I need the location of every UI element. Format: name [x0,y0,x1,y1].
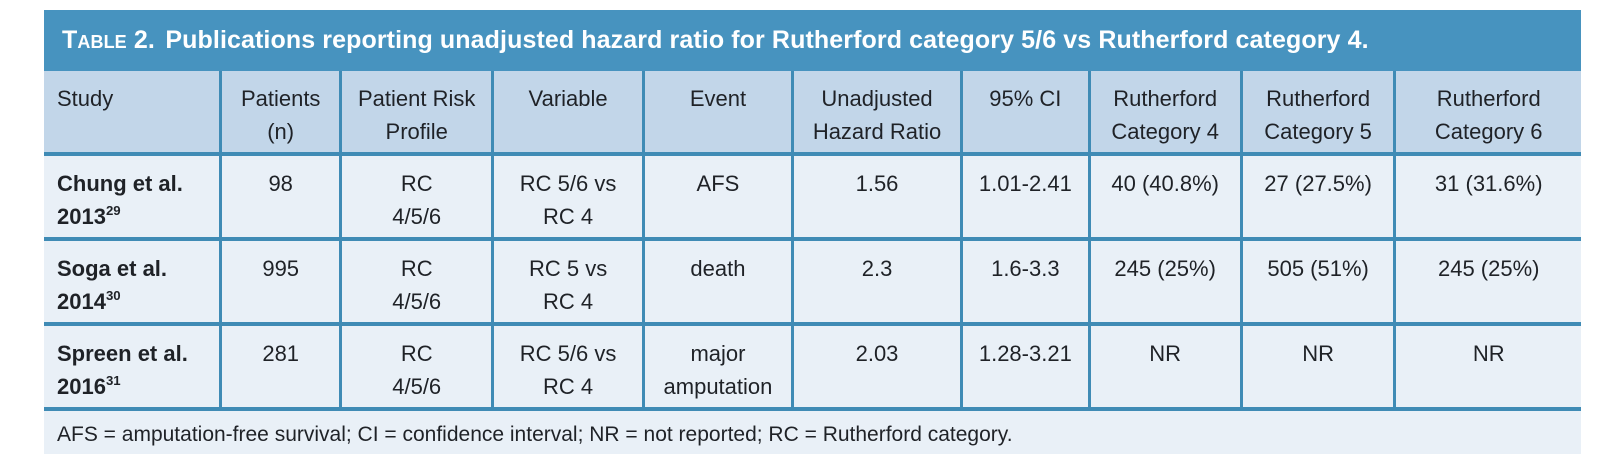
publications-table: Study Patients (n) Patient Risk Profile … [44,71,1581,454]
table-number-label: Table 2. [62,26,155,54]
abbreviations-footnote: AFS = amputation-free survival; CI = con… [44,407,1581,454]
study-year: 2013 [57,204,106,229]
cell-variable: RC 5/6 vs RC 4 [491,152,644,239]
header-row: Study Patients (n) Patient Risk Profile … [44,71,1581,154]
citation-ref: 29 [105,203,121,219]
cell-hazard-ratio: 2.3 [790,237,962,324]
cell-study: Spreen et al. 201631 [44,322,221,409]
citation-ref: 31 [105,373,121,389]
cell-risk-profile: RC 4/5/6 [339,237,493,324]
col-header-rc6: Rutherford Category 6 [1393,71,1581,154]
cell-rc5: 505 (51%) [1239,237,1395,324]
table-title-bar: Table 2. Publications reporting unadjust… [44,10,1581,71]
col-header-hazard-ratio: Unadjusted Hazard Ratio [790,71,962,154]
table-title-text: Publications reporting unadjusted hazard… [165,26,1369,54]
citation-ref: 30 [105,288,121,304]
footnote-row: AFS = amputation-free survival; CI = con… [44,407,1581,454]
cell-hazard-ratio: 2.03 [790,322,962,409]
cell-hazard-ratio: 1.56 [790,152,962,239]
cell-study: Chung et al. 201329 [44,152,221,239]
cell-rc5: 27 (27.5%) [1239,152,1395,239]
col-header-study: Study [44,71,221,154]
cell-event: major amputation [641,322,793,409]
cell-patients: 281 [219,322,341,409]
table-row-chung-2013: Chung et al. 201329 98 RC 4/5/6 RC 5/6 vs… [44,152,1581,239]
study-year: 2014 [57,289,106,314]
cell-ci: 1.28-3.21 [960,322,1090,409]
study-year: 2016 [57,374,106,399]
cell-study: Soga et al. 201430 [44,237,221,324]
study-name: Chung et al. [57,171,183,196]
cell-patients: 995 [219,237,341,324]
col-header-variable: Variable [491,71,644,154]
col-header-risk-profile: Patient Risk Profile [339,71,493,154]
col-header-event: Event [641,71,793,154]
cell-rc6: 245 (25%) [1393,237,1581,324]
cell-ci: 1.6-3.3 [960,237,1090,324]
cell-event: AFS [641,152,793,239]
cell-risk-profile: RC 4/5/6 [339,152,493,239]
cell-rc4: 40 (40.8%) [1087,152,1242,239]
cell-ci: 1.01-2.41 [960,152,1090,239]
study-name: Soga et al. [57,256,168,281]
col-header-ci: 95% CI [960,71,1090,154]
study-name: Spreen et al. [57,341,188,366]
cell-variable: RC 5 vs RC 4 [491,237,644,324]
cell-rc6: 31 (31.6%) [1393,152,1581,239]
cell-patients: 98 [219,152,341,239]
cell-rc5: NR [1239,322,1395,409]
cell-event: death [641,237,793,324]
cell-variable: RC 5/6 vs RC 4 [491,322,644,409]
cell-rc6: NR [1393,322,1581,409]
cell-risk-profile: RC 4/5/6 [339,322,493,409]
col-header-rc5: Rutherford Category 5 [1239,71,1395,154]
col-header-rc4: Rutherford Category 4 [1087,71,1242,154]
table-row-spreen-2016: Spreen et al. 201631 281 RC 4/5/6 RC 5/6 … [44,322,1581,409]
table-row-soga-2014: Soga et al. 201430 995 RC 4/5/6 RC 5 vs R… [44,237,1581,324]
table2-card: Table 2. Publications reporting unadjust… [44,10,1581,454]
cell-rc4: NR [1087,322,1242,409]
col-header-patients: Patients (n) [219,71,341,154]
cell-rc4: 245 (25%) [1087,237,1242,324]
